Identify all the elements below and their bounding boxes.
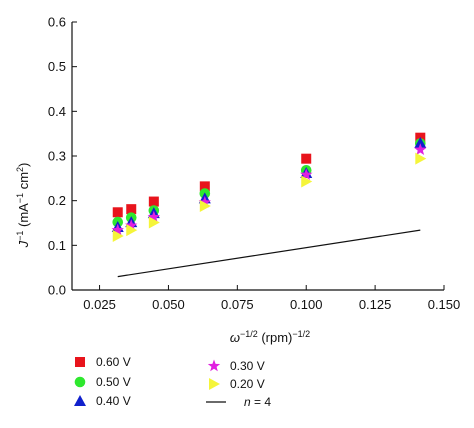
x-tick-label: 0.150	[428, 297, 461, 312]
y-tick-label: 0.3	[48, 149, 66, 164]
legend-label: 0.50 V	[96, 375, 131, 389]
axis-ticks: 0.0 0.1 0.2 0.3 0.4 0.5 0.6 0.025 0.050 0.075 0.10…	[48, 15, 460, 313]
legend-item: 0.50 V	[74, 375, 131, 389]
legend-label: 0.20 V	[230, 377, 265, 391]
y-tick-label: 0.1	[48, 238, 66, 253]
legend-item: 0.60 V	[75, 355, 131, 369]
x-tick-label: 0.100	[290, 297, 323, 312]
data-point-triangle	[414, 137, 427, 149]
legend-swatch-triangle	[74, 395, 86, 406]
x-tick-label: 0.075	[221, 297, 254, 312]
data-point-triangle-right	[415, 152, 427, 165]
legend-label: 0.60 V	[96, 355, 131, 369]
legend-item: 0.40 V	[74, 394, 131, 408]
x-axis-label: ω−1/2 (rpm)−1/2	[230, 329, 310, 345]
y-tick-label: 0.5	[48, 59, 66, 74]
legend-swatch-star	[207, 359, 221, 372]
legend-swatch-triangle-right	[209, 378, 220, 390]
y-tick-label: 0.6	[48, 15, 66, 30]
legend-item: n = 4	[206, 395, 271, 409]
legend-swatch-square	[75, 357, 85, 367]
data-marks	[111, 132, 427, 278]
data-point-triangle-right	[126, 224, 138, 237]
x-tick-label: 0.025	[83, 297, 116, 312]
plot-frame	[71, 22, 444, 291]
series-line-n4	[117, 229, 421, 278]
data-point-square	[112, 207, 123, 218]
data-point-star	[125, 219, 138, 231]
legend-label: n = 4	[244, 395, 271, 409]
x-tick-label: 0.050	[152, 297, 185, 312]
data-point-square	[301, 153, 312, 164]
data-point-star	[414, 143, 427, 156]
y-tick-label: 0.4	[48, 104, 66, 119]
data-point-triangle-right	[148, 216, 160, 229]
legend-swatch-circle	[74, 376, 86, 388]
data-point-star	[111, 223, 124, 236]
data-point-triangle-right	[199, 200, 211, 213]
data-point-square	[126, 204, 137, 215]
data-point-triangle-right	[112, 229, 124, 242]
data-point-triangle-right	[301, 175, 313, 188]
y-tick-label: 0.2	[48, 193, 66, 208]
y-tick-label: 0.0	[48, 283, 66, 298]
y-axis-label: J−1 (mA−1 cm2)	[15, 163, 31, 249]
data-point-square	[199, 181, 210, 192]
x-tick-label: 0.125	[359, 297, 392, 312]
legend-label: 0.30 V	[230, 359, 265, 373]
data-point-star	[198, 195, 211, 208]
legend: 0.60 V 0.50 V 0.40 V 0.30 V 0.20 V n = 4	[74, 355, 271, 409]
data-point-star	[300, 168, 313, 181]
legend-item: 0.20 V	[209, 377, 265, 391]
legend-item: 0.30 V	[207, 359, 265, 373]
data-point-star	[147, 210, 161, 223]
data-point-square	[148, 196, 159, 207]
legend-label: 0.40 V	[96, 394, 131, 408]
